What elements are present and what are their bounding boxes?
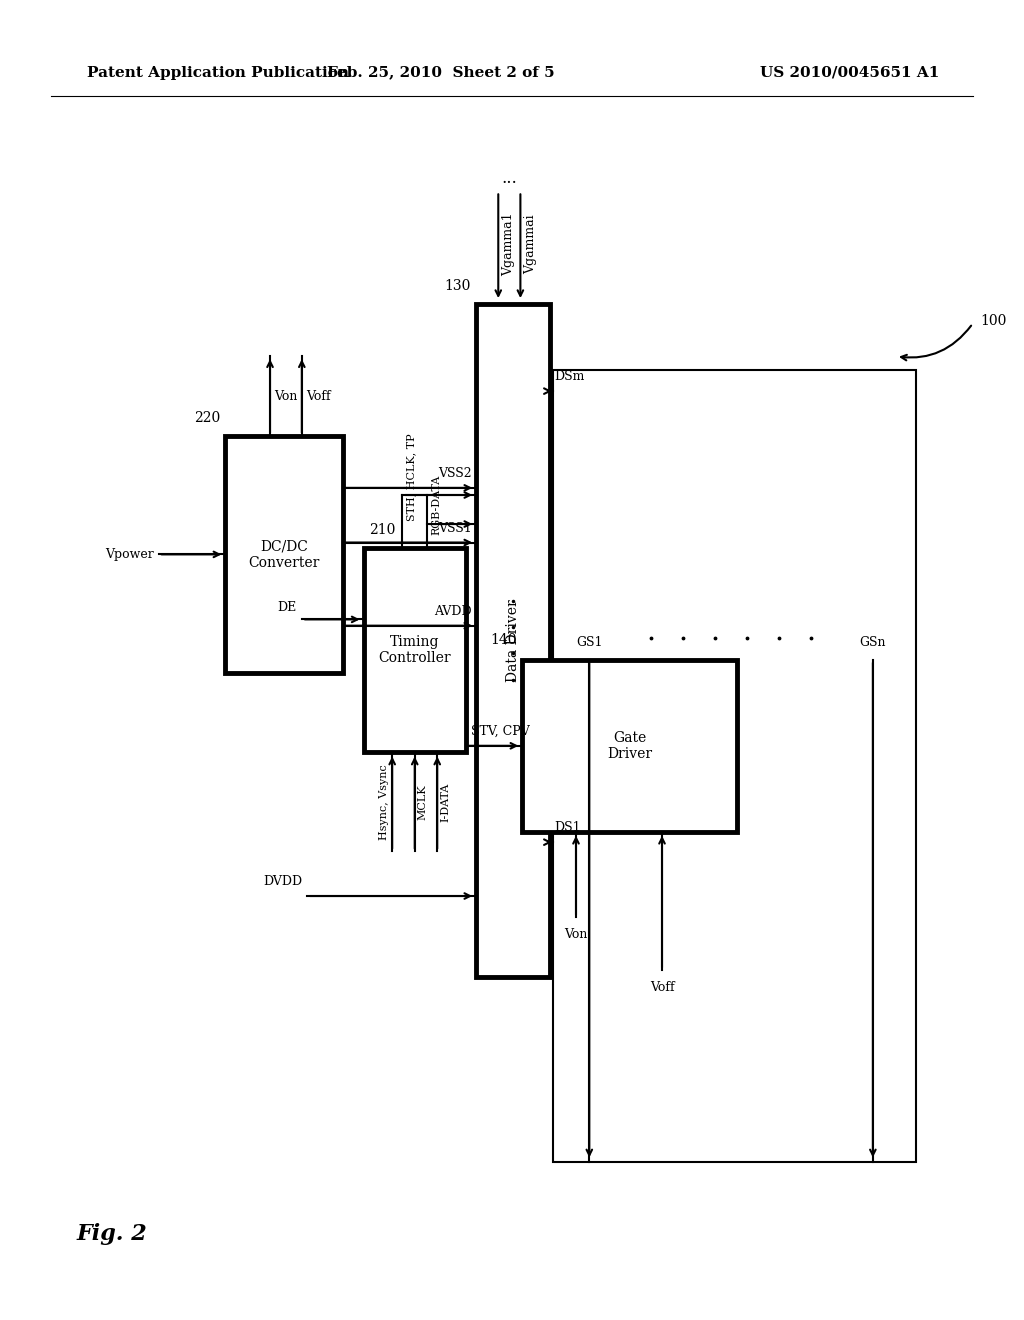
- Text: DSm: DSm: [554, 370, 585, 383]
- Text: Hsync, Vsync: Hsync, Vsync: [379, 764, 389, 841]
- Text: Von: Von: [274, 389, 298, 403]
- Text: STV, CPV: STV, CPV: [471, 725, 529, 738]
- Text: Timing
Controller: Timing Controller: [379, 635, 451, 665]
- Bar: [553, 370, 916, 1162]
- Text: Vgamma1: Vgamma1: [503, 213, 515, 276]
- Text: VSS2: VSS2: [438, 467, 472, 480]
- Text: Voff: Voff: [306, 389, 331, 403]
- Text: Feb. 25, 2010  Sheet 2 of 5: Feb. 25, 2010 Sheet 2 of 5: [327, 66, 554, 79]
- Text: MCLK: MCLK: [418, 785, 428, 820]
- Bar: [522, 660, 737, 832]
- Text: 100: 100: [980, 314, 1007, 327]
- Text: Gate
Driver: Gate Driver: [607, 731, 652, 760]
- Text: Data Driver: Data Driver: [506, 599, 520, 681]
- Text: GS1: GS1: [577, 636, 602, 649]
- Text: Vgammai: Vgammai: [524, 214, 538, 275]
- Bar: [476, 304, 550, 977]
- Text: GSn: GSn: [859, 636, 886, 649]
- Text: Vpower: Vpower: [104, 548, 154, 561]
- Text: 130: 130: [444, 279, 471, 293]
- Text: DS1: DS1: [554, 821, 581, 834]
- Text: DVDD: DVDD: [263, 875, 302, 888]
- Text: Voff: Voff: [649, 981, 675, 994]
- Text: 140: 140: [490, 632, 517, 647]
- Text: 220: 220: [194, 411, 220, 425]
- Text: I-DATA: I-DATA: [440, 783, 451, 822]
- Text: AVDD: AVDD: [434, 605, 472, 618]
- Text: STH, HCLK, TP: STH, HCLK, TP: [407, 434, 417, 521]
- Text: US 2010/0045651 A1: US 2010/0045651 A1: [760, 66, 940, 79]
- Text: Patent Application Publication: Patent Application Publication: [87, 66, 349, 79]
- Text: DE: DE: [278, 601, 297, 614]
- Bar: [225, 436, 343, 673]
- Text: Fig. 2: Fig. 2: [77, 1224, 147, 1245]
- Text: Von: Von: [564, 928, 588, 941]
- Text: RGB-DATA: RGB-DATA: [431, 474, 441, 535]
- Text: VSS1: VSS1: [438, 521, 472, 535]
- Text: 210: 210: [369, 523, 395, 537]
- Bar: [364, 548, 466, 752]
- Text: ...: ...: [502, 170, 517, 186]
- Text: DC/DC
Converter: DC/DC Converter: [249, 540, 319, 569]
